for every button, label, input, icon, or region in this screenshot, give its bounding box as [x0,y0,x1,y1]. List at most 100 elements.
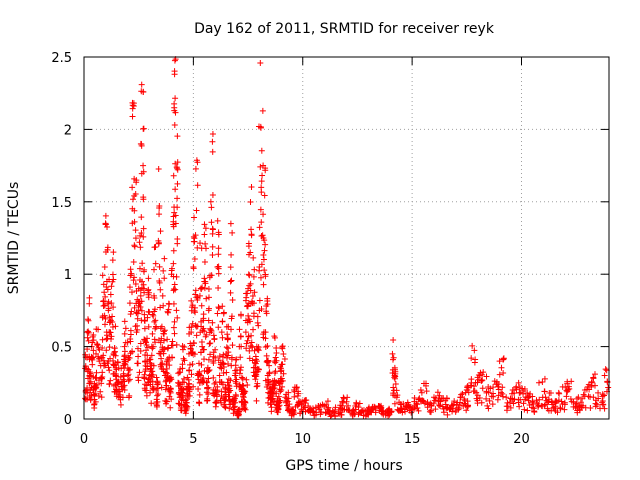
data-point [550,404,557,411]
data-point [269,395,276,402]
data-point [393,387,400,394]
data-point [273,390,280,397]
data-point [141,374,148,381]
data-point [327,413,334,420]
data-point [232,356,239,363]
data-point [108,283,115,290]
data-point [156,203,163,210]
data-point [145,323,152,330]
data-point [188,349,195,356]
data-point [526,401,533,408]
data-point [157,339,164,346]
data-point [278,387,285,394]
data-point [173,307,180,314]
data-point [152,260,159,267]
data-point [260,334,267,341]
data-point [240,403,247,410]
data-point [104,244,111,251]
data-point [159,292,166,299]
data-point [101,289,108,296]
data-point [499,393,506,400]
data-point [202,225,209,232]
data-point [449,405,456,412]
data-point [583,386,590,393]
data-point [131,243,138,250]
data-point [535,402,542,409]
data-point [290,411,297,418]
data-point [127,331,134,338]
data-point [275,393,282,400]
data-point [140,233,147,240]
data-point [281,355,288,362]
data-point [257,206,264,213]
data-point [278,361,285,368]
data-point [220,309,227,316]
data-point [419,397,426,404]
data-point [590,394,597,401]
data-point [379,410,386,417]
data-point [205,294,212,301]
data-point [151,295,158,301]
data-point [191,214,198,221]
data-point [140,196,147,203]
data-point [91,396,98,403]
data-point [291,388,298,395]
data-point [405,403,412,410]
data-point [486,397,493,404]
data-point [107,377,114,384]
data-point [390,354,397,361]
data-point [511,390,518,397]
data-point [220,381,227,388]
data-point [135,307,142,314]
data-point [517,389,524,396]
data-point [196,400,203,407]
data-point [188,297,195,304]
data-point [464,386,471,393]
data-point [254,345,261,352]
data-point [173,164,180,171]
data-point [552,399,559,406]
data-point [151,306,158,313]
data-point [105,298,112,305]
data-point [93,341,100,348]
data-point [201,328,208,335]
data-point [431,397,438,404]
data-point [438,395,445,402]
data-point [182,397,189,404]
data-point [249,293,256,300]
data-point [115,393,122,400]
data-point [155,391,162,398]
data-point [135,374,142,381]
data-point [194,182,201,189]
data-point [211,336,218,343]
data-point [204,385,211,392]
data-point [98,374,105,381]
data-point [491,378,498,385]
data-point [121,348,128,355]
data-point [219,318,226,325]
data-point [226,383,233,390]
data-point [579,395,586,402]
data-point [515,379,522,386]
data-point [126,376,133,383]
data-point [328,412,335,419]
data-point [88,355,95,362]
data-point [415,407,422,414]
data-point [285,404,292,411]
data-point [248,332,255,339]
data-point [144,335,151,342]
data-point [436,403,443,410]
data-point [238,364,244,371]
data-point [495,383,502,390]
data-point [215,284,222,291]
data-point [551,405,558,412]
data-point [93,375,100,382]
data-point [520,400,527,407]
data-point [202,240,209,247]
data-point [417,387,424,394]
data-point [271,370,278,377]
data-point [371,404,378,411]
data-point [229,296,236,303]
data-point [131,304,138,311]
data-point [250,310,257,317]
